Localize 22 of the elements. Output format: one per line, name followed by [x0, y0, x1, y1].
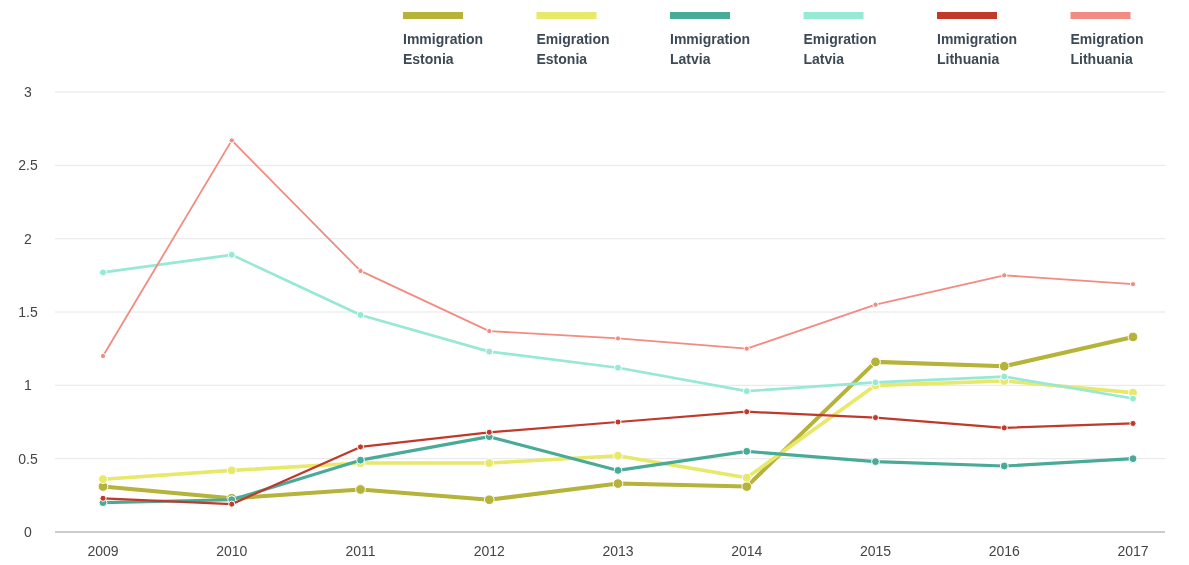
legend-label: Immigration Latvia — [670, 31, 751, 67]
x-tick-label: 2011 — [345, 543, 376, 559]
legend-label: Emigration Estonia — [536, 31, 610, 67]
y-tick-label: 1 — [24, 377, 33, 394]
x-tick-label: 2016 — [988, 543, 1021, 559]
legend-label: Emigration Latvia — [803, 31, 877, 67]
x-tick-label: 2010 — [216, 543, 248, 559]
y-tick-label: 0.5 — [18, 450, 38, 467]
y-tick-label: 2.5 — [18, 157, 38, 174]
y-tick-label: 1.5 — [18, 303, 38, 320]
y-tick-label: 2 — [24, 230, 33, 247]
legend-label: Emigration Lithuania — [1070, 31, 1144, 67]
x-tick-label: 2013 — [602, 543, 634, 559]
x-tick-label: 2012 — [473, 543, 506, 559]
y-tick-label: 0 — [24, 523, 33, 540]
x-tick-label: 2014 — [731, 543, 763, 559]
x-tick-label: 2017 — [1117, 543, 1149, 559]
y-tick-label: 3 — [24, 83, 33, 100]
x-tick-label: 2009 — [87, 543, 119, 559]
x-tick-label: 2015 — [859, 543, 892, 559]
legend-label: Immigration Estonia — [403, 31, 484, 67]
legend-label: Immigration Lithuania — [937, 31, 1018, 67]
